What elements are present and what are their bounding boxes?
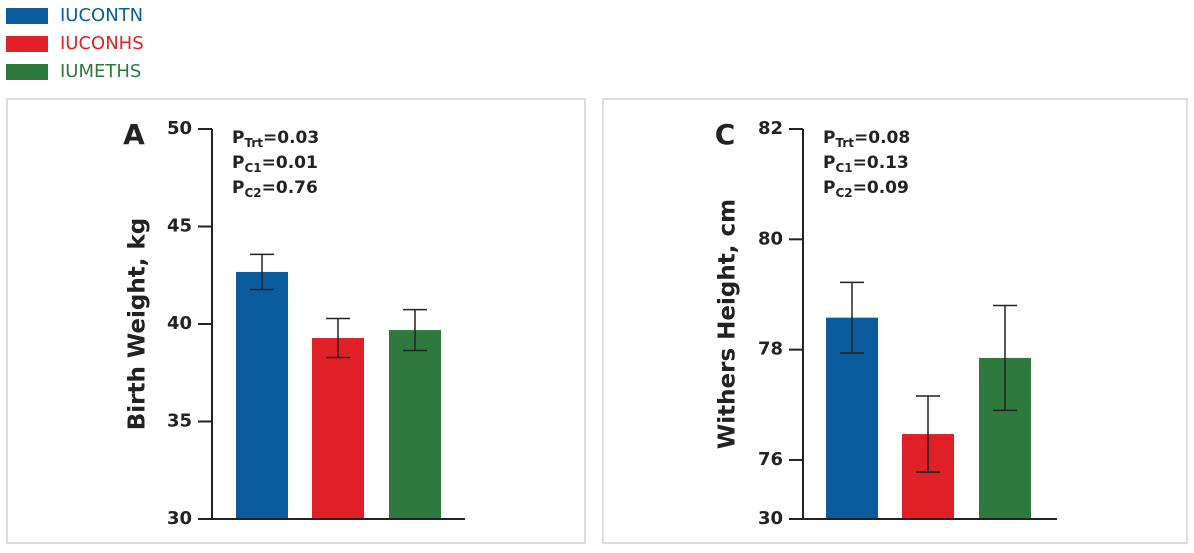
legend-label: IUMETHS [60, 61, 141, 82]
p-sub: Trt [244, 136, 263, 150]
y-tick-label: 30 [758, 508, 783, 529]
bar [312, 338, 364, 519]
p-main: P [232, 153, 244, 173]
panel-frame [602, 98, 1188, 544]
p-main: P [823, 178, 835, 198]
p-rest: =0.03 [263, 128, 319, 148]
p-main: P [232, 178, 244, 198]
y-axis-label: Withers Height, cm [715, 199, 741, 449]
p-value: PC2=0.76 [232, 178, 318, 200]
p-sub: C1 [835, 161, 852, 175]
p-value: PC1=0.01 [232, 153, 318, 175]
y-tick-label: 82 [758, 118, 783, 139]
p-sub: C2 [244, 186, 261, 200]
legend-swatch [6, 8, 48, 24]
p-value: PTrt=0.08 [823, 128, 910, 150]
bar [389, 330, 441, 519]
bar [236, 271, 288, 519]
legend-swatch [6, 64, 48, 80]
y-tick-label: 50 [167, 118, 192, 139]
legend-swatch [6, 36, 48, 52]
panel-frame [6, 98, 586, 544]
p-sub: C1 [244, 161, 261, 175]
p-sub: Trt [835, 136, 854, 150]
p-value: PC1=0.13 [823, 153, 909, 175]
p-main: P [823, 128, 835, 148]
y-tick-label: 35 [167, 411, 192, 432]
p-value: PTrt=0.03 [232, 128, 319, 150]
y-tick-label: 40 [167, 313, 192, 334]
panel-letter: C [715, 118, 736, 151]
p-rest: =0.08 [854, 128, 910, 148]
legend-label: IUCONTN [60, 5, 143, 26]
y-tick-label: 76 [758, 449, 783, 470]
p-rest: =0.76 [262, 178, 318, 198]
y-tick-label: 45 [167, 216, 192, 237]
p-rest: =0.13 [853, 153, 909, 173]
p-rest: =0.09 [853, 178, 909, 198]
y-tick-label: 80 [758, 228, 783, 249]
y-tick-label: 78 [758, 339, 783, 360]
y-axis-label: Birth Weight, kg [125, 218, 151, 431]
y-tick-label: 30 [167, 508, 192, 529]
p-rest: =0.01 [262, 153, 318, 173]
p-value: PC2=0.09 [823, 178, 909, 200]
p-main: P [232, 128, 244, 148]
panel-letter: A [123, 118, 145, 151]
p-main: P [823, 153, 835, 173]
p-sub: C2 [835, 186, 852, 200]
legend-label: IUCONHS [60, 33, 144, 54]
